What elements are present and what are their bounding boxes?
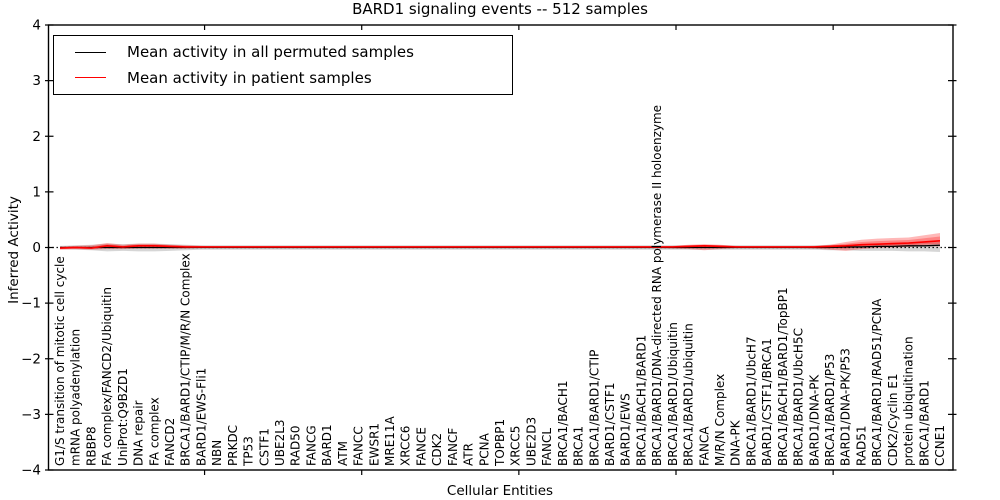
x-category-label: TP53 <box>242 436 256 467</box>
x-category-label: BRCA1/BACH1 <box>556 380 570 466</box>
x-category-label: BARD1 <box>320 424 334 466</box>
legend-row-permuted: Mean activity in all permuted samples <box>75 43 512 61</box>
x-category-label: BRCA1/BARD1/UbcH7 <box>744 336 758 466</box>
x-category-label: protein ubiquitination <box>902 336 916 466</box>
x-category-label: BARD1/CSTF1 <box>603 382 617 466</box>
permuted-line-swatch <box>75 51 106 53</box>
x-category-label: CDK2/Cyclin E1 <box>886 373 900 466</box>
x-category-label: CCNE1 <box>933 425 947 466</box>
x-category-label: PRKDC <box>226 425 240 466</box>
patient-mean-line <box>59 239 941 249</box>
x-category-label: BRCA1/BARD1/ubiquitin <box>682 323 696 466</box>
x-category-label: FANCG <box>304 425 318 466</box>
x-category-label: BRCA1/BARD1/CTIP/M/R/N Complex <box>179 253 193 466</box>
x-category-label: BRCA1/BARD1/CTIP <box>587 350 601 466</box>
x-category-label: DNA-PK <box>729 419 743 466</box>
x-category-label: FANCC <box>352 426 366 466</box>
x-category-label: BARD1/CSTF1/BRCA1 <box>760 338 774 466</box>
x-category-label: UBE2D3 <box>524 417 538 466</box>
y-tick-label: 3 <box>32 73 41 89</box>
x-category-label: BRCA1/BARD1/UbcH5C <box>792 328 806 466</box>
x-category-label: BARD1/EWS-Fli1 <box>194 368 208 466</box>
x-category-label: mRNA polyadenylation <box>69 329 83 466</box>
y-tick-label: −2 <box>21 351 41 367</box>
x-category-label: FANCF <box>446 428 460 466</box>
x-category-label: BRCA1/BARD1/DNA-directed RNA polymerase … <box>650 105 664 466</box>
x-category-label: ATM <box>336 441 350 466</box>
legend-label-permuted: Mean activity in all permuted samples <box>127 43 414 62</box>
y-axis-label: Inferred Activity <box>6 196 22 304</box>
x-category-label: RAD51 <box>854 425 868 466</box>
x-category-label: MRE11A <box>383 415 397 466</box>
x-category-label: FANCE <box>414 427 428 466</box>
x-category-label: BRCA1 <box>572 426 586 466</box>
x-category-label: M/R/N Complex <box>713 374 727 466</box>
y-tick-label: −1 <box>21 296 41 312</box>
x-category-label: RAD50 <box>289 425 303 466</box>
x-category-label: BARD1/DNA-PK/P53 <box>839 348 853 466</box>
x-category-label: XRCC6 <box>399 426 413 466</box>
x-axis-label: Cellular Entities <box>446 483 554 499</box>
x-category-label: FANCA <box>697 426 711 466</box>
y-tick-label: 1 <box>32 184 41 200</box>
y-tick-label: −4 <box>21 463 41 479</box>
x-category-label: BRCA1/BARD1/RAD51/PCNA <box>870 298 884 466</box>
x-category-label: CSTF1 <box>257 428 271 466</box>
x-category-label: DNA repair <box>132 400 146 466</box>
x-category-label: UniProt:Q9BZD1 <box>116 368 130 466</box>
x-category-label: UBE2L3 <box>273 419 287 466</box>
x-category-label: XRCC5 <box>509 426 523 466</box>
chart-title: BARD1 signaling events -- 512 samples <box>352 0 648 18</box>
x-category-label: FA complex/FANCD2/Ubiquitin <box>100 287 114 466</box>
legend: Mean activity in all permuted samples Me… <box>53 35 513 95</box>
x-category-label: ATR <box>462 443 476 466</box>
x-category-label: RBBP8 <box>84 426 98 466</box>
x-category-label: PCNA <box>477 432 491 466</box>
x-category-label: BRCA1/BACH1/BARD1/TopBP1 <box>776 287 790 466</box>
y-tick-label: 2 <box>32 129 41 145</box>
x-category-label: NBN <box>210 440 224 466</box>
x-category-label: BARD1/DNA-PK <box>807 374 821 466</box>
x-category-label: BRCA1/BARD1 <box>917 380 931 466</box>
patient-line-swatch <box>75 77 106 79</box>
y-tick-label: −3 <box>21 407 41 423</box>
y-tick-label: 4 <box>32 18 41 34</box>
x-category-label: BARD1/EWS <box>619 393 633 466</box>
x-category-label: EWSR1 <box>367 423 381 466</box>
x-category-label: BRCA1/BARD1/Ubiquitin <box>666 322 680 466</box>
x-category-label: FANCD2 <box>163 418 177 466</box>
x-category-label: CDK2 <box>430 433 444 466</box>
x-category-label: FANCL <box>540 428 554 466</box>
legend-row-patient: Mean activity in patient samples <box>75 69 512 87</box>
x-category-label: BRCA1/BACH1/BARD1 <box>634 335 648 466</box>
y-tick-label: 0 <box>32 240 41 256</box>
x-category-label: BRCA1/BARD1/P53 <box>823 354 837 466</box>
x-category-label: FA complex <box>147 397 161 466</box>
legend-label-patient: Mean activity in patient samples <box>127 68 372 87</box>
x-category-label: TOPBP1 <box>493 419 507 467</box>
x-category-label: G1/S transition of mitotic cell cycle <box>53 256 67 466</box>
